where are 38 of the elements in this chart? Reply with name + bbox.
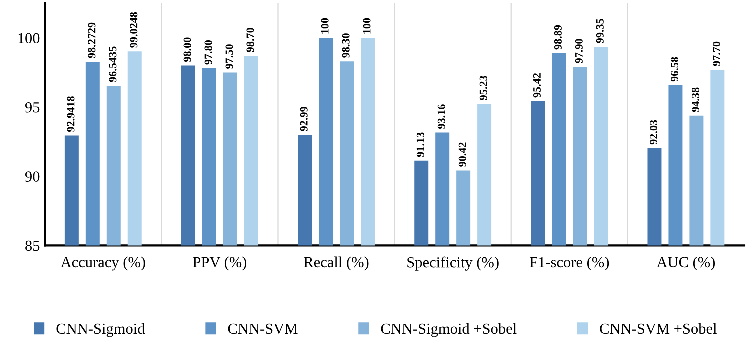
y-tick-label: 95	[25, 102, 40, 113]
data-label: 90.42	[458, 142, 466, 167]
legend-label: CNN-SVM	[228, 324, 298, 334]
data-label: 92.9418	[67, 96, 75, 132]
data-label: 94.38	[692, 88, 700, 112]
data-label: 96.58	[670, 57, 679, 82]
y-tick-label: 85	[26, 240, 40, 252]
x-tick-label: Specificity (%)	[408, 256, 499, 271]
legend-label: CNN-SVM +Sobel	[600, 323, 717, 334]
data-label: 95.42	[533, 74, 541, 98]
data-label: 98.70	[246, 28, 254, 52]
data-label: 97.50	[226, 44, 234, 69]
data-label: 96.5435	[109, 46, 117, 82]
y-tick-label: 90	[25, 172, 40, 182]
data-label: 92.99	[300, 107, 308, 132]
data-label: 98.00	[184, 38, 192, 62]
data-label: 95.23	[480, 76, 488, 100]
data-label: 98.30	[342, 34, 350, 58]
legend-label: CNN-Sigmoid	[56, 323, 146, 338]
data-label: 98.89	[554, 25, 562, 50]
data-label: 100	[363, 18, 371, 34]
x-tick-label: F1-score (%)	[530, 256, 610, 271]
data-label: 99.35	[596, 19, 604, 44]
data-label: 99.0248	[130, 12, 138, 48]
data-label: 97.70	[712, 42, 720, 66]
x-tick-label: AUC (%)	[656, 256, 716, 271]
data-label: 97.80	[204, 40, 212, 65]
x-tick-label: PPV (%)	[193, 256, 247, 271]
x-tick-label: Recall (%)	[304, 256, 369, 271]
legend-label: CNN-Sigmoid +Sobel	[381, 323, 517, 338]
data-label: 91.13	[416, 132, 424, 158]
y-tick-label: 100	[18, 33, 40, 44]
x-tick-label: Accuracy (%)	[60, 256, 146, 271]
data-label: 97.90	[575, 39, 583, 64]
data-label: 100	[321, 18, 329, 34]
data-label: 92.03	[650, 120, 658, 145]
data-label: 98.2729	[88, 22, 96, 58]
data-label: 93.16	[438, 104, 446, 130]
